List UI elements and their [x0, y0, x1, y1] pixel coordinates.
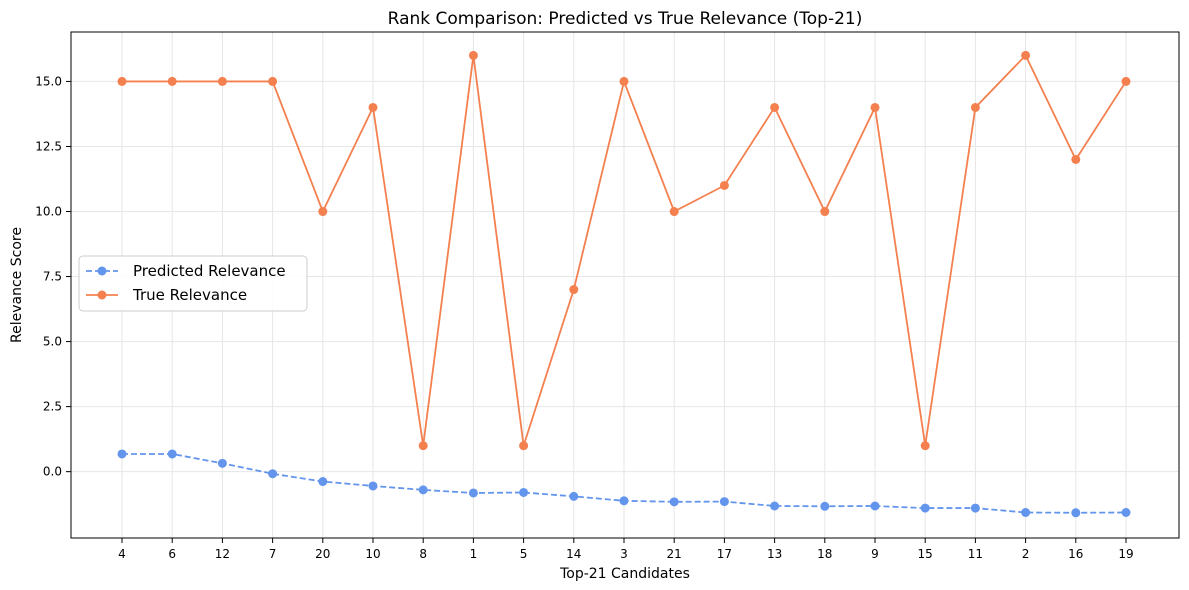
- data-point: [1071, 508, 1081, 518]
- data-point: [519, 487, 529, 497]
- x-tick-label: 1: [470, 547, 478, 561]
- y-tick-label: 2.5: [43, 400, 62, 414]
- data-point: [117, 449, 127, 459]
- x-axis-label: Top-21 Candidates: [559, 566, 690, 582]
- data-point: [268, 76, 278, 86]
- grid: [71, 32, 1179, 538]
- data-point: [368, 102, 378, 112]
- legend: Predicted Relevance True Relevance: [78, 255, 308, 312]
- data-point: [1021, 50, 1031, 60]
- data-point: [318, 477, 328, 487]
- data-point: [318, 207, 328, 217]
- data-point: [117, 76, 127, 86]
- data-point: [970, 102, 980, 112]
- x-tick-label: 12: [215, 547, 230, 561]
- x-tick-label: 16: [1068, 547, 1083, 561]
- data-point: [820, 207, 830, 217]
- data-point: [719, 180, 729, 190]
- data-point: [217, 458, 227, 468]
- data-point: [920, 503, 930, 513]
- data-point: [1121, 508, 1131, 518]
- x-tick-label: 17: [717, 547, 732, 561]
- data-point: [519, 441, 529, 451]
- series-layer: [117, 50, 1131, 518]
- data-point: [870, 501, 880, 511]
- data-point: [418, 485, 428, 495]
- x-tick-label: 18: [817, 547, 832, 561]
- x-tick-label: 5: [520, 547, 528, 561]
- data-point: [268, 469, 278, 479]
- data-point: [619, 76, 629, 86]
- data-point: [1021, 508, 1031, 518]
- data-point: [970, 503, 980, 513]
- data-point: [217, 76, 227, 86]
- plot-frame: [70, 31, 1180, 539]
- data-point: [1071, 154, 1081, 164]
- data-point: [1121, 76, 1131, 86]
- data-point: [468, 488, 478, 498]
- legend-marker: [97, 266, 107, 276]
- y-tick-label: 0.0: [43, 465, 62, 479]
- axes: 4 6 12 7 20 10 8 1 5 14 3 21 17 13 18 9 15 11 2 16 190.02.55…: [35, 74, 1133, 561]
- data-point: [920, 441, 930, 451]
- x-tick-label: 8: [419, 547, 427, 561]
- data-point: [870, 102, 880, 112]
- x-tick-label: 19: [1118, 547, 1133, 561]
- y-axis-label: Relevance Score: [9, 227, 25, 343]
- y-tick-label: 5.0: [43, 335, 62, 349]
- x-tick-label: 11: [968, 547, 983, 561]
- data-point: [619, 496, 629, 506]
- data-point: [418, 441, 428, 451]
- data-point: [770, 501, 780, 511]
- y-tick-label: 7.5: [43, 270, 62, 284]
- x-tick-label: 14: [566, 547, 581, 561]
- y-tick-label: 10.0: [35, 205, 62, 219]
- x-tick-label: 7: [269, 547, 277, 561]
- x-tick-label: 13: [767, 547, 782, 561]
- chart-title: Rank Comparison: Predicted vs True Relev…: [388, 9, 863, 29]
- data-point: [770, 102, 780, 112]
- data-point: [167, 449, 177, 459]
- x-tick-label: 9: [871, 547, 879, 561]
- data-point: [669, 497, 679, 507]
- x-tick-label: 4: [118, 547, 126, 561]
- legend-box: [78, 255, 308, 312]
- x-tick-label: 21: [667, 547, 682, 561]
- data-point: [569, 491, 579, 501]
- x-tick-label: 6: [168, 547, 176, 561]
- data-point: [167, 76, 177, 86]
- data-point: [669, 207, 679, 217]
- legend-label: True Relevance: [132, 286, 247, 304]
- x-tick-label: 2: [1022, 547, 1030, 561]
- x-tick-label: 20: [315, 547, 330, 561]
- x-tick-label: 3: [620, 547, 628, 561]
- x-tick-label: 15: [918, 547, 933, 561]
- data-point: [368, 481, 378, 491]
- legend-marker: [97, 290, 107, 300]
- y-tick-label: 15.0: [35, 74, 62, 88]
- data-point: [569, 285, 579, 295]
- legend-label: Predicted Relevance: [133, 262, 286, 280]
- data-point: [820, 501, 830, 511]
- y-tick-label: 12.5: [35, 139, 62, 153]
- x-tick-label: 10: [365, 547, 380, 561]
- data-point: [719, 497, 729, 507]
- data-point: [468, 50, 478, 60]
